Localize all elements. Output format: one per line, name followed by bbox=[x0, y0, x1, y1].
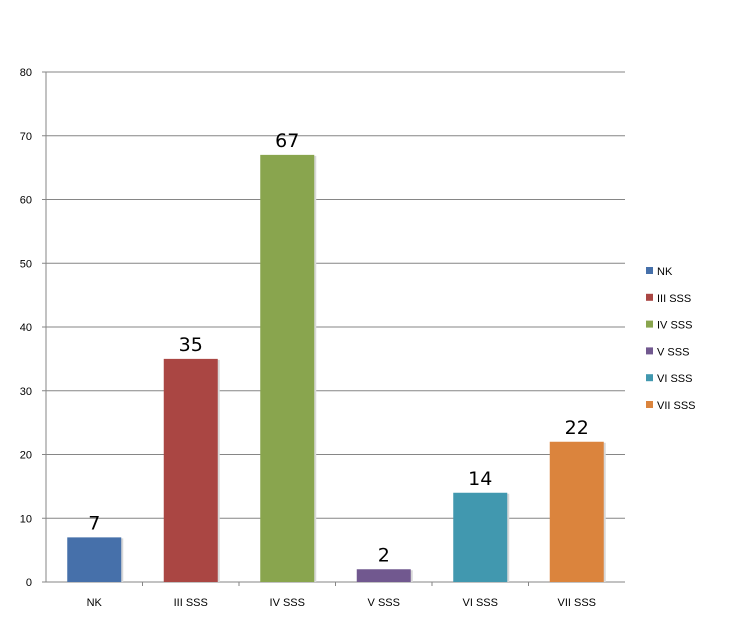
data-label: 67 bbox=[275, 130, 299, 152]
y-tick-label: 30 bbox=[20, 386, 32, 398]
y-tick-label: 20 bbox=[20, 450, 32, 462]
y-tick-label: 50 bbox=[20, 258, 32, 270]
y-tick-label: 80 bbox=[20, 67, 32, 79]
legend-label: VII SSS bbox=[657, 400, 696, 412]
legend-swatch bbox=[646, 320, 653, 328]
legend-label: NK bbox=[657, 266, 673, 278]
legend-label: III SSS bbox=[657, 293, 691, 305]
y-tick-label: 10 bbox=[20, 513, 32, 525]
data-label: 7 bbox=[88, 512, 100, 534]
x-axis-ticks: NK III SSS IV SSS V SSS VI SSS VII SSS bbox=[87, 582, 596, 609]
bars bbox=[67, 154, 606, 582]
data-label: 22 bbox=[565, 417, 589, 439]
y-axis-ticks: 0 10 20 30 40 50 60 70 80 bbox=[20, 67, 46, 589]
x-tick-label: VI SSS bbox=[463, 597, 498, 609]
legend-label: IV SSS bbox=[657, 320, 692, 332]
bar-vi-sss bbox=[453, 492, 508, 582]
y-tick-label: 70 bbox=[20, 131, 32, 143]
bar-nk bbox=[67, 537, 122, 582]
data-labels: 7 35 67 2 14 22 bbox=[88, 130, 589, 566]
legend-swatch bbox=[646, 374, 653, 382]
legend-label: V SSS bbox=[657, 346, 689, 358]
bar-iii-sss bbox=[163, 358, 218, 582]
x-tick-label: NK bbox=[87, 597, 103, 609]
legend: NK III SSS IV SSS V SSS VI SSS VII SSS bbox=[646, 266, 696, 412]
legend-swatch bbox=[646, 267, 653, 274]
gridlines bbox=[46, 71, 625, 519]
y-tick-label: 60 bbox=[20, 195, 32, 207]
y-tick-label: 0 bbox=[26, 577, 32, 589]
bar-v-sss bbox=[356, 569, 411, 582]
data-label: 35 bbox=[179, 334, 203, 356]
data-label: 2 bbox=[378, 544, 390, 566]
y-tick-label: 40 bbox=[20, 322, 32, 334]
x-tick-label: VII SSS bbox=[557, 597, 596, 609]
bar-vii-sss bbox=[549, 441, 604, 582]
legend-swatch bbox=[646, 347, 653, 355]
legend-swatch bbox=[646, 401, 653, 408]
data-label: 14 bbox=[468, 468, 492, 490]
legend-swatch bbox=[646, 293, 653, 301]
legend-label: VI SSS bbox=[657, 373, 692, 385]
x-tick-label: V SSS bbox=[368, 597, 400, 609]
bar-iv-sss bbox=[260, 154, 315, 582]
x-tick-label: IV SSS bbox=[270, 597, 305, 609]
x-tick-label: III SSS bbox=[174, 597, 208, 609]
